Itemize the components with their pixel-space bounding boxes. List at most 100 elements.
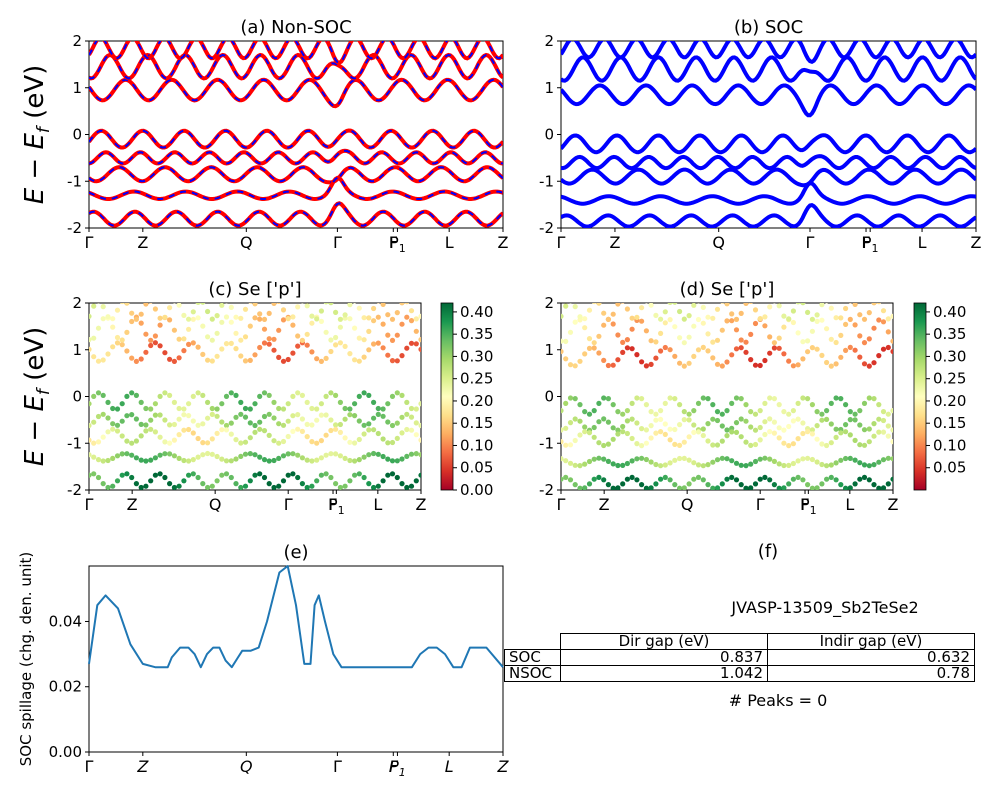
projected-point	[762, 431, 768, 438]
projected-point	[176, 483, 182, 489]
projected-point	[371, 415, 377, 421]
projected-point	[681, 417, 687, 423]
projected-point	[186, 458, 192, 464]
projected-point	[838, 482, 844, 488]
projected-point	[100, 411, 106, 417]
projected-point	[691, 476, 697, 482]
projected-point	[157, 393, 163, 399]
projected-point	[828, 462, 834, 468]
projected-point	[133, 316, 139, 322]
projected-point	[371, 341, 377, 347]
projected-point	[356, 393, 362, 399]
projected-point	[767, 416, 773, 422]
x-tick-label: Q	[240, 233, 253, 252]
colorbar-tick-label: 0.25	[460, 370, 493, 388]
projected-point	[705, 314, 711, 320]
projected-point	[710, 416, 716, 422]
projected-point	[205, 357, 211, 363]
projected-point	[200, 421, 206, 427]
projected-point	[299, 428, 305, 434]
projected-point	[214, 406, 220, 412]
projected-point	[629, 435, 635, 442]
projected-point	[809, 427, 816, 433]
projected-point	[648, 459, 654, 465]
projected-point	[413, 451, 419, 457]
projected-point	[285, 316, 291, 322]
projected-point	[591, 434, 597, 440]
projected-point	[861, 340, 868, 346]
y-tick-label: -1	[67, 434, 82, 452]
projected-point	[776, 402, 782, 408]
projected-point	[328, 451, 334, 457]
projected-point	[776, 485, 782, 490]
projected-point	[805, 338, 811, 344]
projected-point	[852, 303, 858, 307]
projected-point	[724, 303, 730, 307]
projected-point	[418, 346, 421, 352]
projected-point	[762, 474, 768, 480]
projected-point	[389, 358, 396, 364]
projected-point	[610, 436, 616, 442]
projected-point	[276, 455, 282, 461]
projected-point	[824, 359, 830, 366]
projected-point	[176, 455, 182, 461]
projected-point	[852, 347, 858, 353]
projected-point	[200, 351, 206, 357]
projected-point	[167, 356, 173, 362]
projected-point	[667, 460, 673, 466]
projected-point	[252, 315, 258, 321]
projected-point	[186, 472, 192, 478]
projected-point	[380, 453, 386, 460]
projected-point	[677, 442, 683, 448]
projected-point	[176, 432, 182, 438]
table-row: SOC 0.837 0.632	[504, 649, 975, 666]
projected-point	[748, 331, 754, 337]
projected-point	[752, 307, 759, 313]
projected-point	[176, 355, 182, 361]
projected-point	[705, 482, 711, 488]
x-tick-label: P1	[862, 233, 879, 255]
y-axis-label: SOC spillage (chg. den. unit)	[17, 552, 35, 767]
projected-point	[89, 452, 92, 458]
projected-point	[371, 318, 377, 324]
projected-point	[333, 309, 339, 315]
projected-point	[171, 421, 177, 428]
projected-point	[261, 326, 268, 332]
projected-point	[786, 443, 792, 449]
projected-point	[100, 481, 106, 487]
projected-point	[762, 314, 768, 320]
projected-point	[385, 401, 391, 407]
projected-point	[719, 327, 725, 333]
projected-point	[361, 390, 367, 396]
projected-point	[653, 312, 659, 318]
projected-point	[238, 453, 244, 459]
projected-point	[371, 484, 377, 490]
projected-point	[653, 411, 659, 417]
projected-point	[304, 421, 310, 427]
projected-point	[361, 337, 367, 343]
projected-point	[686, 434, 692, 440]
projected-point	[866, 463, 872, 469]
projected-point	[209, 358, 215, 364]
x-tick-label: L	[445, 757, 454, 776]
projected-point	[162, 417, 168, 423]
projected-point	[228, 390, 234, 396]
projected-point	[389, 316, 396, 322]
colorbar-tick-label: 0.05	[460, 459, 493, 477]
projected-point	[347, 457, 353, 464]
projected-point	[318, 358, 324, 364]
projected-point	[124, 471, 130, 477]
projected-point	[105, 429, 111, 435]
projected-point	[691, 422, 697, 428]
projected-point	[380, 321, 386, 327]
projected-point	[385, 312, 391, 318]
projected-point	[724, 427, 730, 433]
projected-point	[615, 332, 621, 338]
projected-point	[380, 406, 386, 412]
projected-point	[280, 453, 287, 459]
projected-point	[228, 304, 234, 310]
projected-point	[634, 314, 640, 320]
y-tick-label: 1	[544, 341, 554, 359]
projected-point	[176, 405, 182, 412]
projected-point	[328, 303, 334, 306]
